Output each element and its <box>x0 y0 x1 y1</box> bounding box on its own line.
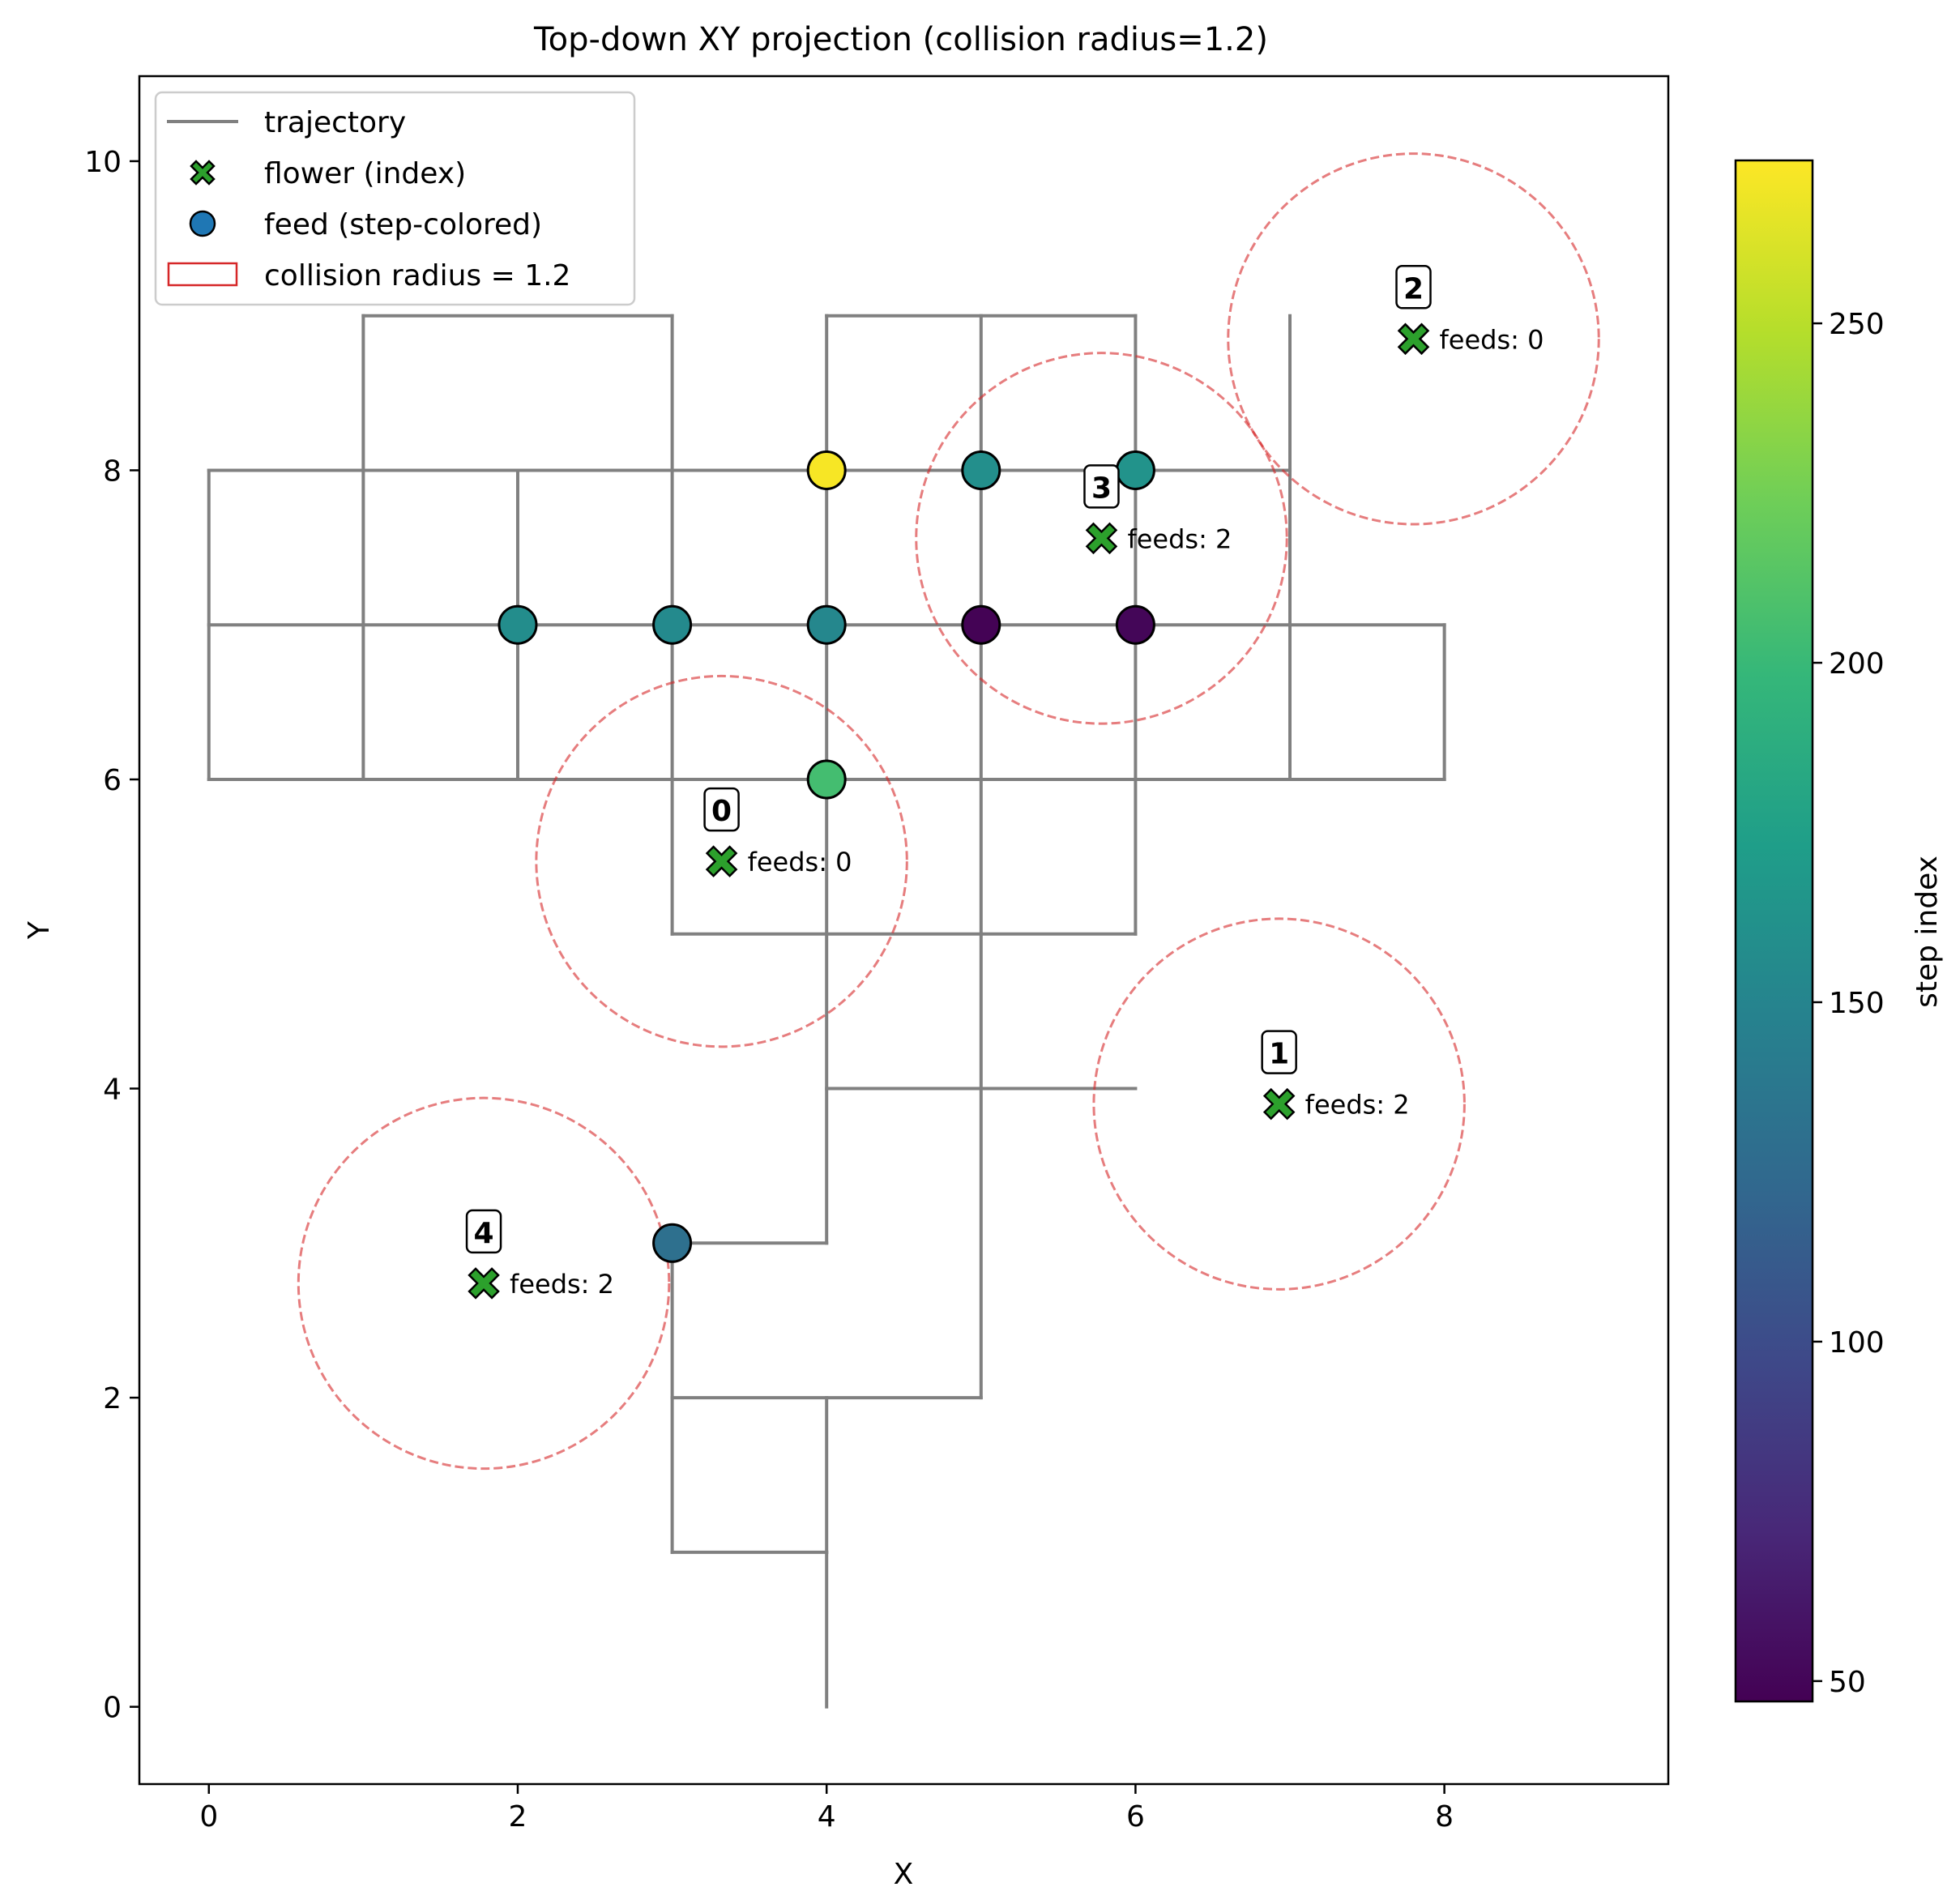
legend-flower-swatch <box>190 160 216 186</box>
collision-radius-circle <box>915 352 1288 725</box>
collision-radius-circle <box>535 674 908 1048</box>
legend-label-radius: collision radius = 1.2 <box>264 259 570 292</box>
legend-label-flower: flower (index) <box>264 157 466 190</box>
colorbar-tick-label: 250 <box>1829 308 1885 341</box>
flower-marker <box>1262 1087 1296 1121</box>
colorbar-tick-label: 100 <box>1829 1326 1885 1360</box>
feed-point <box>806 450 847 490</box>
flower-marker <box>705 845 738 877</box>
y-tick-label: 6 <box>103 764 122 797</box>
flower-marker <box>1085 522 1118 555</box>
colorbar-label: step index <box>1911 856 1944 1008</box>
feed-point <box>1115 450 1155 490</box>
flower-index-label: 1 <box>1269 1038 1289 1071</box>
colorbar-tick-label: 200 <box>1829 647 1885 681</box>
x-tick-label: 2 <box>509 1800 527 1834</box>
y-axis-label: Y <box>23 920 56 940</box>
feed-point <box>652 1223 693 1263</box>
feed-point <box>806 759 847 800</box>
colorbar: 50 100 150 200 250 step index <box>1734 159 1944 1703</box>
chart-title: Top-down XY projection (collision radius… <box>533 21 1268 58</box>
flower-feeds-label: feeds: 0 <box>748 847 852 877</box>
flower-feeds-label: feeds: 2 <box>510 1269 614 1300</box>
y-tick-label: 4 <box>103 1074 122 1107</box>
flower-index-box <box>1395 265 1432 310</box>
feed-point <box>652 604 693 645</box>
flower-index-box <box>465 1209 502 1254</box>
x-tick-label: 0 <box>199 1800 218 1834</box>
colorbar-ticks: 50 100 150 200 250 <box>1813 308 1885 1699</box>
flower-index-label: 0 <box>711 795 732 828</box>
x-axis-label: X <box>894 1858 914 1891</box>
legend-feed-swatch <box>189 210 216 237</box>
flower-index-label: 4 <box>474 1217 494 1250</box>
flower-feeds-label: feeds: 2 <box>1305 1090 1410 1121</box>
feed-point <box>497 604 538 645</box>
flower-feeds-label: feeds: 0 <box>1440 324 1544 355</box>
y-tick-label: 10 <box>84 146 122 179</box>
flower-marker <box>468 1267 500 1300</box>
y-tick-label: 0 <box>103 1692 122 1725</box>
flower-index-box <box>1261 1030 1297 1074</box>
colorbar-gradient <box>1734 159 1814 1703</box>
x-tick-label: 4 <box>818 1800 836 1834</box>
collision-radius-circle <box>297 1096 671 1471</box>
colorbar-tick-label: 50 <box>1829 1666 1866 1699</box>
collision-radius-layer <box>297 152 1600 1471</box>
legend-radius-swatch <box>167 262 238 287</box>
flower-index-label: 3 <box>1091 472 1112 505</box>
y-tick-label: 2 <box>103 1382 122 1415</box>
flower-layer: 0 feeds: 0 1 feeds: 2 2 feeds: 0 3 feeds: 2 4 fee… <box>465 265 1544 1300</box>
plot-frame <box>138 75 1670 1786</box>
flower-index-box <box>1083 464 1120 509</box>
x-tick-label: 6 <box>1126 1800 1145 1834</box>
flower-marker <box>1397 322 1430 356</box>
feed-point <box>961 604 1001 645</box>
feed-point <box>806 604 847 645</box>
feed-point <box>1115 604 1155 645</box>
y-axis: 0 2 4 6 8 10 <box>84 146 139 1725</box>
collision-radius-circle <box>1227 152 1600 526</box>
x-tick-label: 8 <box>1435 1800 1454 1834</box>
plot-area: 0 feeds: 0 1 feeds: 2 2 feeds: 0 3 feeds: 2 4 fee… <box>23 75 1670 1891</box>
x-axis: 0 2 4 6 8 <box>199 1784 1454 1834</box>
legend-label-feed: feed (step-colored) <box>264 208 542 241</box>
trajectory-layer <box>207 314 1446 1709</box>
y-tick-label: 8 <box>103 455 122 488</box>
legend-label-trajectory: trajectory <box>264 106 406 139</box>
feed-layer <box>497 450 1155 1263</box>
flower-index-box <box>703 787 740 832</box>
colorbar-tick-label: 150 <box>1829 987 1885 1020</box>
collision-radius-circle <box>1092 917 1466 1291</box>
feed-point <box>961 450 1001 490</box>
legend-box <box>154 91 636 306</box>
flower-index-label: 2 <box>1403 272 1424 305</box>
flower-feeds-label: feeds: 2 <box>1127 523 1232 554</box>
legend: trajectory flower (index) feed (step-col… <box>154 91 636 306</box>
